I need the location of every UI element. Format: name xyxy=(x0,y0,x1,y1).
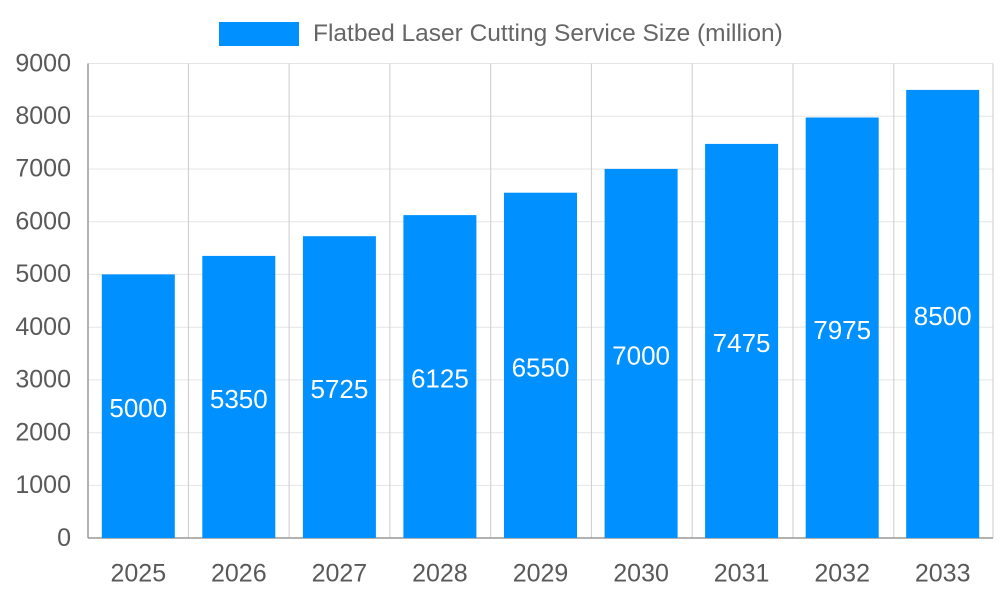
svg-text:2033: 2033 xyxy=(915,560,971,588)
svg-text:2025: 2025 xyxy=(110,560,166,588)
svg-text:5000: 5000 xyxy=(109,393,167,423)
svg-text:3000: 3000 xyxy=(15,366,71,394)
svg-text:2031: 2031 xyxy=(714,560,770,588)
svg-text:6550: 6550 xyxy=(512,352,570,382)
svg-text:2030: 2030 xyxy=(613,560,669,588)
svg-text:1000: 1000 xyxy=(15,471,71,499)
svg-text:7000: 7000 xyxy=(612,341,670,371)
svg-text:5000: 5000 xyxy=(15,260,71,288)
svg-text:4000: 4000 xyxy=(15,313,71,341)
svg-text:2029: 2029 xyxy=(513,560,569,588)
svg-text:7475: 7475 xyxy=(713,328,771,358)
svg-text:7975: 7975 xyxy=(813,315,871,345)
svg-text:5350: 5350 xyxy=(210,384,268,414)
svg-text:2032: 2032 xyxy=(814,560,870,588)
svg-text:6125: 6125 xyxy=(411,364,469,394)
svg-text:6000: 6000 xyxy=(15,208,71,236)
svg-text:8500: 8500 xyxy=(914,301,972,331)
svg-text:8000: 8000 xyxy=(15,102,71,130)
svg-text:2000: 2000 xyxy=(15,418,71,446)
svg-text:0: 0 xyxy=(57,524,71,552)
svg-text:2027: 2027 xyxy=(312,560,368,588)
svg-text:5725: 5725 xyxy=(310,374,368,404)
svg-text:2026: 2026 xyxy=(211,560,267,588)
svg-text:7000: 7000 xyxy=(15,155,71,183)
svg-text:2028: 2028 xyxy=(412,560,468,588)
svg-text:9000: 9000 xyxy=(15,49,71,77)
